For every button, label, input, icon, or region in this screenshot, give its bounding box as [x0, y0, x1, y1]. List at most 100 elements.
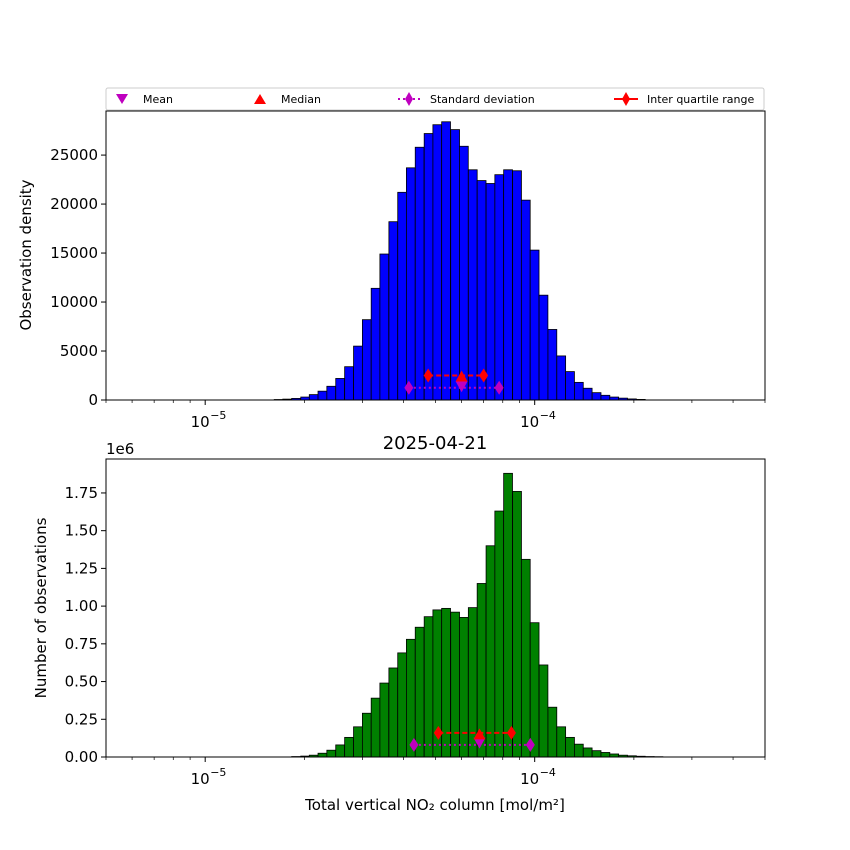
histogram-bar [459, 145, 469, 401]
legend-median: Median [254, 93, 321, 106]
histogram-bar [344, 736, 354, 758]
histogram-bar [503, 472, 513, 758]
y-tick-label: 15000 [50, 244, 98, 262]
legend-iqr-label: Inter quartile range [647, 93, 754, 106]
mean-marker-icon [116, 94, 128, 104]
stat-markers-bottom [409, 725, 535, 752]
histogram-bar [512, 491, 522, 758]
histogram-bar [317, 752, 328, 758]
y-tick-label: 5000 [60, 342, 98, 360]
legend-mean: Mean [116, 93, 173, 106]
histogram-bar [512, 170, 522, 401]
x-tick-label: 10 [520, 413, 539, 431]
x-tick-label: 10 [520, 770, 539, 788]
legend-std: Standard deviation [398, 92, 535, 106]
histogram-bar [441, 121, 451, 401]
histogram-bar [344, 366, 354, 401]
x-tick-exponent: −5 [210, 766, 226, 779]
histogram-bar [423, 616, 434, 758]
histogram-bar [379, 253, 390, 401]
y-tick-label: 0.25 [65, 710, 98, 728]
histogram-bar [388, 667, 399, 758]
histogram-bar [591, 750, 602, 758]
histogram-bar [600, 752, 611, 758]
histogram-bar [308, 394, 319, 401]
std-marker [494, 380, 504, 395]
histogram-bar [503, 169, 513, 401]
y-tick-label: 20000 [50, 195, 98, 213]
histogram-bar [556, 726, 567, 758]
histogram-bar [397, 191, 407, 401]
legend: Mean Median Standard deviation Inter qua… [105, 87, 765, 111]
y-tick-label: 0 [88, 391, 98, 409]
histogram-bar [520, 558, 531, 758]
std-marker-icon [405, 92, 413, 106]
histogram-bar [600, 394, 611, 401]
iqr-marker [479, 368, 489, 383]
legend-median-label: Median [281, 93, 321, 106]
histogram-bar [370, 697, 381, 758]
y-axis-top: 0 5000 10000 15000 20000 25000 [50, 146, 106, 409]
y-axis-bottom: 0.00 0.25 0.50 0.75 1.00 1.25 1.50 1.75 [65, 484, 106, 766]
legend-std-label: Standard deviation [430, 93, 535, 106]
y-tick-label: 1.75 [65, 484, 98, 502]
y-tick-label: 25000 [50, 146, 98, 164]
x-tick-exponent: −4 [540, 766, 556, 779]
histogram-bar [529, 622, 540, 758]
histogram-bar [565, 736, 575, 758]
histogram-bar [441, 607, 451, 758]
chart-title-bottom: 2025-04-21 [383, 433, 488, 454]
histogram-bar [326, 385, 337, 401]
histogram-bars-top [273, 121, 646, 401]
histogram-bar [414, 626, 425, 758]
iqr-marker-icon [622, 92, 630, 106]
histogram-bar [361, 319, 372, 401]
iqr-marker [423, 368, 433, 383]
histogram-bar [529, 249, 540, 401]
histogram-bar [405, 167, 416, 401]
x-tick-label: 10 [191, 770, 210, 788]
histogram-bar [556, 355, 567, 401]
x-axis-top: 10 −5 10 −4 [105, 400, 766, 431]
y-axis-label-bottom: Number of observations [32, 517, 50, 698]
mean-marker [455, 381, 468, 393]
x-tick-exponent: −4 [540, 409, 556, 422]
histogram-bar [335, 744, 345, 758]
histogram-bar [450, 129, 460, 401]
histogram-bar [547, 706, 558, 758]
histogram-bar [476, 180, 487, 401]
histogram-bar [494, 510, 505, 758]
y-tick-label: 0.50 [65, 673, 98, 691]
y-tick-label: 1.00 [65, 597, 98, 615]
histogram-bar [353, 726, 363, 758]
histogram-bar [582, 747, 593, 758]
histogram-bar [591, 392, 602, 401]
x-axis-bottom: 10 −5 10 −4 [105, 757, 766, 788]
mean-marker [473, 737, 486, 749]
y-tick-label: 1.50 [65, 522, 98, 540]
y-tick-label: 0.00 [65, 748, 98, 766]
histogram-bar [432, 124, 443, 401]
y-tick-label: 0.75 [65, 635, 98, 653]
median-marker [473, 728, 486, 740]
histogram-bar [450, 611, 460, 758]
histogram-bar [326, 749, 337, 758]
histogram-bar [335, 378, 345, 401]
y-offset-label-bottom: 1e6 [106, 440, 134, 458]
std-marker [404, 380, 414, 395]
chart-bottom: 2025-04-21 1e6 0.00 0.25 0.50 0.75 1.00 1.25 1… [32, 433, 766, 814]
histogram-bar [379, 682, 390, 758]
histogram-bar [520, 199, 531, 401]
std-marker [525, 737, 535, 752]
histogram-bar [414, 146, 425, 401]
x-tick-exponent: −5 [210, 409, 226, 422]
histogram-bar [423, 133, 434, 401]
histogram-bar [494, 174, 505, 401]
histogram-bar [574, 381, 584, 401]
histogram-bar [538, 664, 549, 758]
y-tick-label: 1.25 [65, 559, 98, 577]
median-marker [455, 370, 468, 382]
histogram-bar [397, 652, 407, 758]
